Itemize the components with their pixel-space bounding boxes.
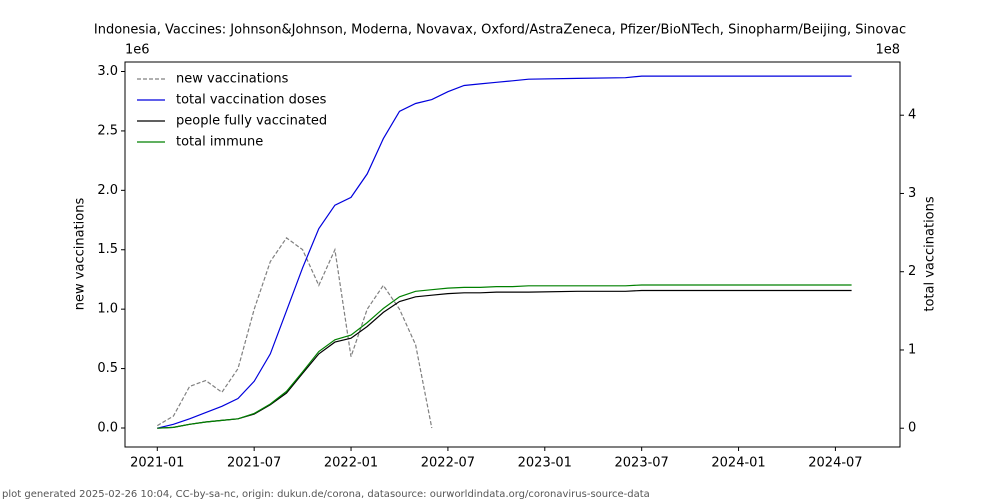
y2-tick-label: 1	[908, 342, 916, 357]
plot-frame	[124, 61, 901, 448]
series-line	[157, 289, 852, 429]
y-tick-label: 2.0	[97, 183, 118, 198]
y2-axis-label: total vaccinations	[923, 196, 938, 312]
x-tick-label: 2022-01	[324, 456, 378, 471]
x-tick-label: 2024-07	[808, 456, 862, 471]
legend-label: total immune	[176, 135, 263, 150]
y-tick-label: 3.0	[97, 64, 118, 79]
y-tick-label: 1.5	[97, 242, 118, 257]
legend-label: new vaccinations	[176, 72, 289, 87]
x-tick-label: 2022-07	[421, 456, 475, 471]
y-offset-label: 1e6	[125, 43, 150, 58]
y2-offset-label: 1e8	[875, 43, 900, 58]
x-tick-label: 2023-01	[518, 456, 572, 471]
x-tick-label: 2021-01	[130, 456, 184, 471]
y-tick-label: 2.5	[97, 123, 118, 138]
legend-label: people fully vaccinated	[176, 114, 327, 129]
y-tick-label: 0.0	[97, 420, 118, 435]
y2-tick-label: 2	[908, 264, 916, 279]
y2-tick-label: 0	[908, 421, 916, 436]
series-line	[157, 284, 852, 429]
y-tick-label: 0.5	[97, 361, 118, 376]
x-tick-label: 2023-07	[615, 456, 669, 471]
series-line	[157, 75, 852, 429]
y2-tick-label: 4	[908, 108, 916, 123]
legend-label: total vaccination doses	[176, 93, 327, 108]
footer: plot generated 2025-02-26 10:04, CC-by-s…	[2, 489, 650, 500]
x-tick-label: 2021-07	[227, 456, 281, 471]
series-line	[156, 237, 433, 429]
y2-tick-label: 3	[908, 186, 916, 201]
y-axis-label: new vaccinations	[73, 198, 88, 311]
y-tick-label: 1.0	[97, 302, 118, 317]
chart-title: Indonesia, Vaccines: Johnson&Johnson, Mo…	[94, 23, 906, 38]
x-tick-label: 2024-01	[711, 456, 765, 471]
